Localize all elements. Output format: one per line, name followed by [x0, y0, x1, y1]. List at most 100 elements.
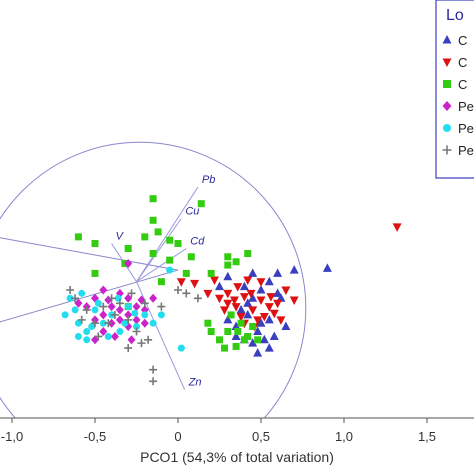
- point-series-0: [259, 334, 269, 344]
- point-series-1: [256, 278, 266, 287]
- point-series-2: [141, 233, 149, 241]
- point-series-5: [174, 286, 182, 294]
- point-series-0: [273, 268, 283, 277]
- vector-cd: [136, 248, 187, 283]
- point-series-0: [269, 331, 279, 340]
- point-series-2: [224, 253, 232, 261]
- vector-pb: [136, 186, 199, 282]
- point-series-2: [232, 342, 240, 350]
- point-series-0: [264, 343, 274, 352]
- legend-entry-label: Pe: [458, 121, 474, 136]
- point-series-5: [115, 299, 124, 308]
- point-series-5: [66, 286, 75, 294]
- point-series-2: [232, 258, 240, 266]
- x-tick-label: 1,5: [418, 429, 436, 444]
- point-series-2: [149, 216, 157, 224]
- point-series-4: [83, 336, 91, 344]
- point-series-3: [99, 310, 108, 320]
- point-series-4: [157, 311, 165, 319]
- point-series-0: [322, 263, 332, 272]
- point-series-3: [124, 293, 133, 303]
- point-series-0: [243, 309, 253, 319]
- point-series-2: [249, 323, 257, 331]
- point-series-0: [231, 331, 241, 340]
- point-series-2: [207, 328, 215, 335]
- point-series-0: [223, 271, 233, 281]
- point-series-2: [227, 311, 235, 319]
- vector-zn: [136, 281, 186, 390]
- point-series-1: [392, 223, 402, 232]
- point-series-5: [149, 377, 158, 386]
- point-series-0: [281, 321, 291, 331]
- point-series-2: [224, 328, 232, 335]
- point-series-2: [74, 233, 82, 241]
- point-series-4: [141, 311, 149, 319]
- x-axis: -1,0 -0,5 0 0,5 1,0 1,5: [0, 417, 474, 444]
- point-series-5: [149, 365, 158, 374]
- point-series-5: [140, 299, 149, 308]
- point-series-3: [110, 331, 119, 341]
- point-series-1: [231, 303, 241, 312]
- point-series-4: [66, 294, 74, 302]
- point-series-5: [71, 294, 80, 303]
- point-series-2: [207, 269, 215, 277]
- point-series-3: [115, 305, 124, 315]
- point-series-5: [124, 344, 133, 353]
- legend-entry-label: C: [458, 55, 467, 70]
- legend-marker: [443, 80, 451, 88]
- point-series-1: [223, 299, 233, 309]
- point-series-2: [244, 249, 252, 257]
- point-series-5: [124, 315, 133, 324]
- point-series-0: [264, 314, 274, 324]
- point-series-2: [157, 278, 165, 286]
- point-series-2: [197, 200, 205, 208]
- point-series-4: [88, 323, 96, 331]
- point-series-2: [237, 319, 245, 327]
- point-series-0: [236, 304, 246, 314]
- point-series-5: [94, 332, 103, 341]
- point-series-1: [281, 286, 291, 295]
- point-series-1: [248, 306, 258, 315]
- point-series-3: [99, 327, 108, 336]
- point-series-5: [110, 310, 119, 319]
- vector-cu: [136, 218, 182, 282]
- point-series-4: [133, 323, 140, 331]
- point-series-4: [131, 309, 139, 317]
- legend-marker: [442, 35, 452, 44]
- point-series-1: [223, 289, 233, 299]
- point-series-5: [91, 319, 99, 328]
- point-series-0: [223, 314, 233, 324]
- point-series-2: [187, 253, 195, 261]
- point-series-0: [253, 326, 263, 335]
- point-series-2: [124, 245, 132, 252]
- legend-entry-label: Pe: [458, 99, 474, 114]
- point-series-1: [236, 313, 246, 322]
- legend-entry-label: C: [458, 77, 467, 92]
- point-series-5: [77, 315, 86, 324]
- x-tick-label: -0,5: [84, 429, 106, 444]
- point-series-5: [127, 289, 136, 298]
- point-series-0: [256, 285, 266, 294]
- point-series-2: [91, 240, 99, 248]
- point-series-0: [289, 265, 299, 274]
- point-series-2: [254, 336, 262, 344]
- x-tick-label: 0: [174, 429, 181, 444]
- vector-overlay: Pb Cu V Cd Zn: [111, 174, 215, 390]
- point-series-1: [215, 294, 224, 304]
- point-series-0: [215, 281, 224, 291]
- point-series-1: [253, 316, 263, 325]
- point-series-3: [124, 310, 133, 320]
- point-series-2: [174, 240, 182, 248]
- point-series-0: [276, 293, 286, 302]
- point-series-1: [289, 296, 299, 305]
- point-series-2: [154, 228, 162, 236]
- point-series-0: [231, 321, 241, 331]
- point-series-5: [82, 305, 91, 314]
- point-series-3: [99, 285, 108, 295]
- point-series-0: [248, 338, 258, 347]
- point-series-5: [137, 339, 146, 348]
- point-series-2: [166, 236, 174, 244]
- point-series-3: [132, 315, 141, 325]
- point-series-2: [166, 256, 174, 264]
